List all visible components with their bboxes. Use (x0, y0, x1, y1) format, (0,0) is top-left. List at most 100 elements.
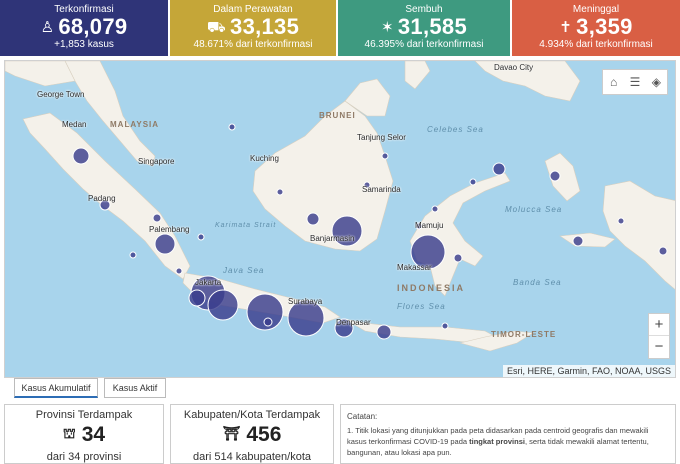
bubble-west-papua[interactable] (617, 217, 625, 225)
stat-recovered-value: 31,585 (397, 14, 467, 39)
bubble-central-java[interactable] (246, 293, 284, 331)
label-brunei: BRUNEI (319, 111, 356, 120)
land-halmahera (544, 152, 581, 202)
bubble-north-maluku[interactable] (549, 170, 561, 182)
label-medan: Medan (62, 120, 87, 129)
zoom-out-button[interactable]: − (654, 338, 664, 355)
map-attribution: Esri, HERE, Garmin, FAO, NOAA, USGS (502, 365, 675, 377)
label-tanjung-selor: Tanjung Selor (357, 133, 406, 142)
bubble-west-java[interactable] (207, 289, 239, 321)
notes-title: Catatan: (347, 412, 378, 421)
deceased-icon: ✝ (559, 19, 573, 36)
label-padang: Padang (88, 194, 116, 203)
notes-body: 1. Titik lokasi yang ditunjukkan pada pe… (347, 426, 649, 457)
land-palawan (404, 61, 431, 90)
land-papua (602, 180, 675, 290)
stat-confirmed-label: Terkonfirmasi (54, 4, 114, 15)
stat-recovered: Sembuh ✶ 31,585 46.395% dari terkonfirmas… (338, 0, 512, 56)
stat-treated-value: 33,135 (230, 14, 300, 39)
bubble-gorontalo[interactable] (469, 178, 477, 186)
bubble-yogyakarta[interactable] (263, 317, 273, 327)
land-sabah (344, 78, 391, 117)
bubble-west-nusa-tenggara[interactable] (376, 324, 392, 340)
bubble-south-kalimantan[interactable] (331, 215, 363, 247)
bubble-riau[interactable] (152, 213, 162, 223)
zoom-control: + − (648, 313, 670, 359)
map-view[interactable]: George Town MALAYSIA Medan Singapore Pad… (4, 60, 676, 378)
hospital-bed-icon: ⛟ (206, 19, 227, 36)
notes-panel: Catatan: 1. Titik lokasi yang ditunjukka… (340, 404, 676, 464)
label-singapore: Singapore (138, 157, 175, 166)
stat-recovered-sub: 46.395% dari terkonfirmasi (364, 39, 484, 50)
bubble-banten[interactable] (188, 289, 206, 307)
card-kabupaten-title: Kabupaten/Kota Terdampak (183, 409, 321, 421)
bubble-bengkulu[interactable] (129, 251, 137, 259)
stat-deceased-label: Meninggal (572, 4, 620, 15)
label-java-sea: Java Sea (223, 266, 265, 275)
tab-bar: Kasus Akumulatif Kasus Aktif (0, 378, 680, 402)
bubble-bali[interactable] (334, 318, 354, 338)
label-flores-sea: Flores Sea (397, 302, 446, 311)
bubble-west-sumatra[interactable] (99, 199, 111, 211)
land-sulawesi (409, 172, 511, 297)
land-borneo (252, 100, 394, 252)
label-timor-leste: TIMOR-LESTE (491, 330, 557, 339)
label-malaysia: MALAYSIA (110, 120, 160, 129)
bubble-southeast-sulawesi[interactable] (453, 253, 463, 263)
label-jakarta: Jakarta (195, 278, 222, 287)
tab-kasus-aktif[interactable]: Kasus Aktif (104, 378, 166, 398)
home-icon[interactable]: ⌂ (610, 75, 618, 89)
stats-header: Terkonfirmasi ♙ 68,079 +1,853 kasus Dalam… (0, 0, 680, 56)
legend-list-icon[interactable]: ☰ (629, 75, 641, 89)
label-molucca-sea: Molucca Sea (505, 205, 563, 214)
stat-confirmed-value: 68,079 (58, 14, 128, 39)
bubble-aceh[interactable] (72, 147, 90, 165)
map-toolbar: ⌂ ☰ ◈ (602, 69, 668, 95)
zoom-in-button[interactable]: + (649, 314, 669, 336)
label-davao-city: Davao City (494, 63, 534, 72)
land-malay-peninsula (64, 61, 156, 167)
card-provinsi-title: Provinsi Terdampak (35, 409, 133, 421)
stat-deceased: Meninggal ✝ 3,359 4.934% dari terkonfirma… (512, 0, 680, 56)
label-karimata-strait: Karimata Strait (215, 222, 277, 229)
bubble-east-java[interactable] (287, 299, 325, 337)
bubble-central-kalimantan[interactable] (306, 212, 320, 226)
stat-recovered-label: Sembuh (405, 4, 443, 15)
bubble-riau-islands[interactable] (228, 123, 236, 131)
card-kabupaten-sub: dari 514 kabupaten/kota (192, 451, 312, 463)
land-sumatra (22, 112, 191, 280)
label-mamuju: Mamuju (415, 221, 444, 230)
bubble-bangka[interactable] (197, 233, 205, 241)
bubble-east-kalimantan[interactable] (363, 181, 371, 189)
government-building-icon: ⛫ (62, 425, 76, 441)
stat-deceased-value: 3,359 (576, 14, 633, 39)
bubble-north-sulawesi[interactable] (492, 162, 506, 176)
bubble-papua[interactable] (658, 246, 668, 256)
bubble-maluku[interactable] (572, 235, 584, 247)
bubble-west-sulawesi[interactable] (415, 222, 423, 230)
layers-icon[interactable]: ◈ (651, 75, 661, 89)
bubble-south-sulawesi[interactable] (410, 234, 446, 270)
label-celebes-sea: Celebes Sea (427, 125, 484, 134)
bubble-lampung[interactable] (175, 267, 183, 275)
label-denpasar: Denpasar (336, 318, 371, 327)
land-indochina (5, 61, 76, 87)
case-bubbles[interactable] (72, 123, 668, 340)
stat-treated: Dalam Perawatan ⛟ 33,135 48.671% dari ter… (170, 0, 338, 56)
label-banda-sea: Banda Sea (513, 278, 562, 287)
stat-treated-sub: 48.671% dari terkonfirmasi (193, 39, 313, 50)
bubble-south-sumatra[interactable] (154, 233, 176, 255)
recovered-person-icon: ✶ (381, 19, 394, 36)
bubble-west-kalimantan[interactable] (276, 188, 284, 196)
bubble-north-kalimantan[interactable] (381, 152, 389, 160)
map-canvas[interactable] (5, 61, 676, 378)
land-philippines (474, 61, 581, 102)
label-indonesia: INDONESIA (397, 283, 466, 293)
card-kabupaten-terdampak: Kabupaten/Kota Terdampak ⛩ 456 dari 514 k… (170, 404, 334, 464)
tab-kasus-akumulatif[interactable]: Kasus Akumulatif (14, 378, 98, 398)
label-surabaya: Surabaya (288, 297, 323, 306)
stat-deceased-sub: 4.934% dari terkonfirmasi (539, 39, 653, 50)
bubble-central-sulawesi[interactable] (431, 205, 439, 213)
label-george-town: George Town (37, 90, 85, 99)
bubble-east-nusa-tenggara[interactable] (441, 322, 449, 330)
